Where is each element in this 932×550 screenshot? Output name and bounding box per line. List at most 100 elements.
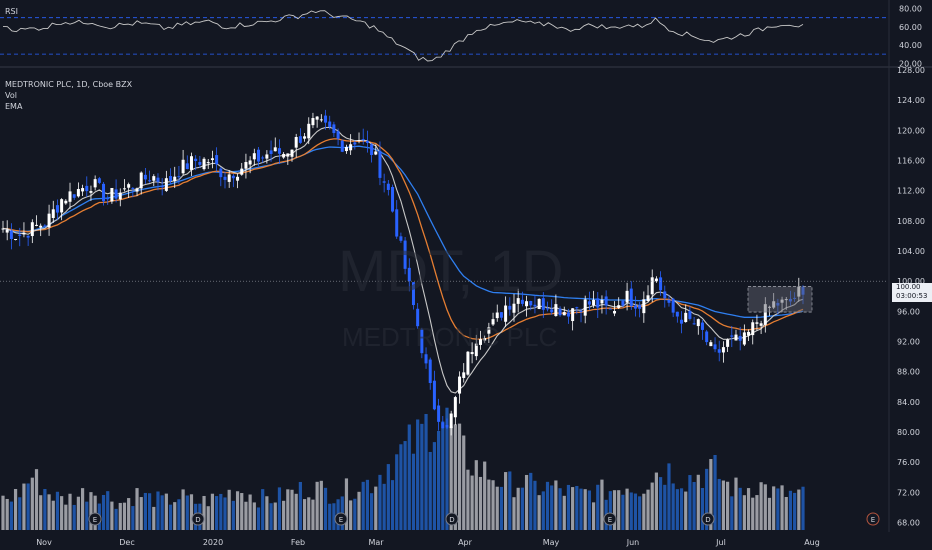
candle bbox=[692, 323, 696, 325]
volume-bar bbox=[487, 479, 491, 530]
svg-text:E: E bbox=[871, 516, 875, 524]
volume-bar bbox=[784, 496, 788, 530]
volume-bar bbox=[646, 489, 650, 530]
svg-text:D: D bbox=[705, 516, 710, 524]
volume-bar bbox=[596, 484, 600, 530]
candle bbox=[512, 303, 516, 313]
rsi-grid bbox=[0, 0, 932, 532]
volume-bar bbox=[529, 472, 533, 530]
candle bbox=[755, 322, 759, 324]
candle bbox=[604, 296, 608, 306]
candle bbox=[487, 327, 491, 334]
volume-bar bbox=[122, 502, 127, 530]
volume-bar bbox=[533, 480, 537, 530]
volume-bar bbox=[713, 455, 717, 530]
dividend-marker: D bbox=[191, 512, 205, 526]
candle bbox=[219, 168, 223, 178]
price-tick-label: 80.00 bbox=[897, 428, 920, 437]
volume-bar bbox=[441, 421, 445, 530]
candle bbox=[617, 305, 621, 308]
rsi-label[interactable]: RSI bbox=[5, 7, 18, 16]
candle bbox=[143, 174, 147, 180]
ema-label[interactable]: EMA bbox=[5, 102, 23, 111]
candle bbox=[453, 397, 457, 418]
candle bbox=[26, 235, 30, 238]
candle bbox=[206, 162, 210, 164]
candle bbox=[441, 422, 445, 429]
candle bbox=[621, 300, 625, 306]
last-price: 100.00 bbox=[896, 283, 921, 291]
volume-bar bbox=[403, 441, 407, 530]
volume-bar bbox=[399, 444, 403, 530]
volume-bar bbox=[650, 482, 654, 530]
volume-bar bbox=[256, 507, 261, 530]
candle bbox=[215, 155, 219, 165]
volume-bar bbox=[215, 496, 219, 530]
volume-bar bbox=[663, 484, 667, 530]
volume-bar bbox=[114, 508, 118, 530]
rsi-tick-label: 20.00 bbox=[899, 59, 922, 68]
candle bbox=[148, 180, 152, 182]
candle bbox=[566, 312, 570, 317]
selection-range bbox=[747, 286, 813, 313]
volume-bar bbox=[127, 498, 131, 530]
volume-bar bbox=[290, 489, 294, 530]
candle bbox=[533, 304, 537, 307]
candle bbox=[194, 158, 198, 161]
volume-bar bbox=[131, 506, 135, 530]
volume-bar bbox=[767, 497, 772, 530]
candle bbox=[18, 234, 22, 236]
volume-bar bbox=[386, 464, 390, 530]
candle bbox=[445, 424, 449, 428]
candle bbox=[688, 310, 692, 319]
rsi-line bbox=[2, 10, 804, 62]
ema-fast-line bbox=[2, 126, 804, 394]
volume-bar bbox=[742, 495, 746, 530]
candle bbox=[374, 151, 378, 155]
candle bbox=[449, 413, 453, 429]
volume-bar bbox=[541, 491, 545, 530]
volume-bar bbox=[265, 496, 269, 530]
candle bbox=[365, 141, 369, 143]
time-tick-label: May bbox=[543, 538, 560, 547]
svg-text:D: D bbox=[195, 516, 200, 524]
candle bbox=[458, 376, 462, 394]
volume-bar bbox=[638, 496, 642, 530]
volume-bar bbox=[705, 468, 709, 530]
price-axis: 68.00 72.00 76.00 80.00 84.00 88.00 92.00 96.00… bbox=[897, 66, 925, 527]
volume-bar bbox=[39, 495, 43, 530]
volume-bar bbox=[286, 489, 290, 530]
volume-bar bbox=[143, 492, 148, 530]
candle bbox=[420, 329, 424, 354]
candle bbox=[202, 158, 206, 170]
candle bbox=[575, 307, 579, 309]
volume-bar bbox=[671, 483, 675, 530]
candle bbox=[76, 188, 80, 197]
volume-bar bbox=[390, 480, 395, 530]
volume-bar bbox=[797, 489, 801, 530]
volume-bar bbox=[633, 493, 638, 530]
vol-label[interactable]: Vol bbox=[5, 91, 17, 100]
candle bbox=[428, 359, 432, 383]
candle bbox=[22, 232, 26, 235]
symbol-title[interactable]: MEDTRONIC PLC, 1D, Cboe BZX bbox=[5, 80, 133, 89]
candle bbox=[592, 299, 596, 306]
rsi-axis: 20.00 40.00 60.00 80.00 bbox=[899, 5, 922, 69]
candle bbox=[252, 153, 256, 160]
price-tick-label: 112.00 bbox=[897, 187, 925, 196]
candle bbox=[118, 192, 122, 200]
earnings-marker: E bbox=[88, 512, 102, 526]
candle bbox=[713, 344, 717, 350]
candle bbox=[700, 322, 704, 330]
volume-bar bbox=[156, 491, 160, 530]
price-tick-label: 68.00 bbox=[897, 518, 920, 527]
volume-bar bbox=[432, 442, 437, 530]
candle bbox=[541, 298, 545, 310]
volume-bar bbox=[374, 486, 378, 530]
dividend-marker: D bbox=[445, 512, 459, 526]
price-tick-label: 124.00 bbox=[897, 96, 925, 105]
candle bbox=[127, 184, 131, 188]
volume-bar bbox=[407, 424, 411, 530]
